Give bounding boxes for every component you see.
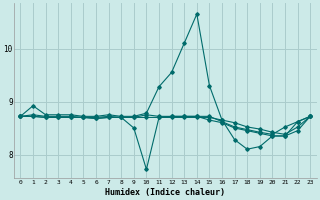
X-axis label: Humidex (Indice chaleur): Humidex (Indice chaleur) (105, 188, 225, 197)
